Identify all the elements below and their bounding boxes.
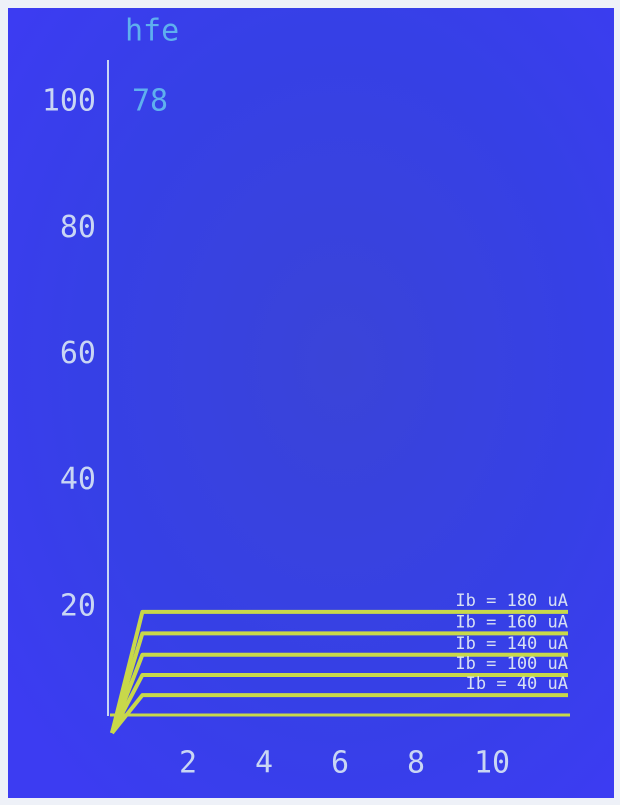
curve-label: Ib = 140 uA: [455, 634, 568, 654]
curve-label: Ib = 100 uA: [455, 654, 568, 674]
curve-label: Ib = 180 uA: [455, 591, 568, 611]
x-tick-label: 4: [255, 746, 273, 781]
readout-value: 78: [132, 84, 168, 119]
readout-label: hfe: [125, 14, 179, 49]
x-tick-label: 6: [331, 746, 349, 781]
y-tick-label: 20: [60, 588, 96, 623]
screen-photo: hfe 78 20406080100246810Ib = 180 uAIb = …: [0, 0, 620, 805]
x-tick-label: 2: [179, 746, 197, 781]
y-tick-label: 80: [60, 210, 96, 245]
x-tick-label: 10: [474, 746, 510, 781]
x-tick-label: 8: [407, 746, 425, 781]
y-tick-label: 60: [60, 336, 96, 371]
y-tick-label: 40: [60, 462, 96, 497]
curve-label: Ib = 160 uA: [455, 612, 568, 632]
y-tick-label: 100: [42, 84, 96, 119]
curve-label: Ib = 40 uA: [466, 674, 568, 694]
